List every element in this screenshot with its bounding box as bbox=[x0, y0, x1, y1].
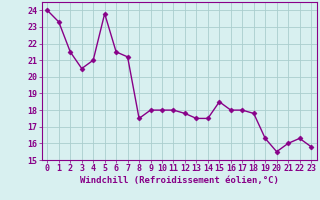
X-axis label: Windchill (Refroidissement éolien,°C): Windchill (Refroidissement éolien,°C) bbox=[80, 176, 279, 185]
